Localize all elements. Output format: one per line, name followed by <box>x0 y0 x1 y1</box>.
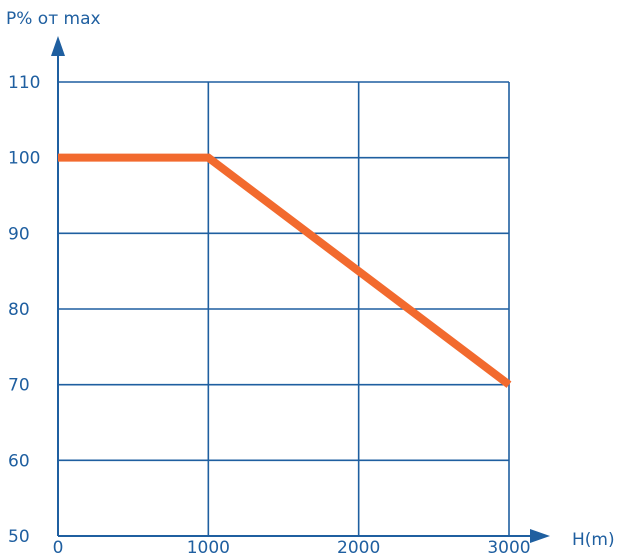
x-tick-label-0: 0 <box>53 538 64 555</box>
series-line-0 <box>58 153 512 388</box>
y-tick-label-100: 100 <box>8 149 40 169</box>
grid <box>58 81 510 536</box>
y-axis-title: P% от max <box>6 9 101 29</box>
x-tick-label-2000: 2000 <box>337 538 380 555</box>
y-tick-label-110: 110 <box>8 73 40 93</box>
y-tick-label-90: 90 <box>8 224 30 244</box>
y-tick-label-70: 70 <box>8 376 30 396</box>
tick-labels: 50 60 70 80 90 100 110 0 1000 2000 3000 <box>8 73 531 555</box>
y-tick-label-80: 80 <box>8 300 30 320</box>
y-axis-arrow <box>51 36 65 56</box>
x-tick-label-1000: 1000 <box>187 538 230 555</box>
x-axis-title: H(m) <box>572 530 615 550</box>
y-tick-label-50: 50 <box>8 527 30 547</box>
x-axis-arrow <box>530 529 550 543</box>
series-layer <box>57 153 512 388</box>
x-tick-label-3000: 3000 <box>487 538 530 555</box>
y-tick-label-60: 60 <box>8 451 30 471</box>
axes <box>51 36 550 543</box>
